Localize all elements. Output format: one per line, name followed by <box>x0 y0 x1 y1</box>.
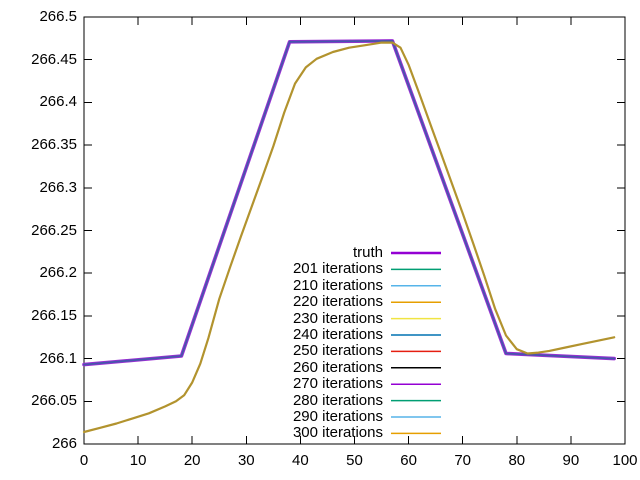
legend-label-201-iterations: 201 iterations <box>292 260 383 278</box>
legend-swatches <box>391 251 441 435</box>
legend-label-300-iterations: 300 iterations <box>292 424 383 442</box>
x-tick-label: 60 <box>400 452 417 469</box>
series-lines <box>82 39 617 434</box>
y-tick-label: 266.4 <box>39 93 77 111</box>
x-tick-label: 80 <box>508 452 526 469</box>
legend-label-290-iterations: 290 iterations <box>292 408 383 425</box>
y-tick-label: 266.1 <box>39 349 77 367</box>
axis-ticks <box>83 16 626 445</box>
legend-label-210-iterations: 210 iterations <box>292 276 383 294</box>
legend-label-230-iterations: 230 iterations <box>292 309 383 327</box>
y-tick-label: 266 <box>51 435 77 452</box>
x-tick-label: 40 <box>292 452 309 469</box>
legend-label-truth: truth <box>352 244 383 261</box>
y-tick-label: 266.45 <box>31 50 77 68</box>
x-tick-label: 20 <box>183 452 201 469</box>
legend-label-280-iterations: 280 iterations <box>292 391 383 409</box>
x-tick-label: 90 <box>562 452 580 469</box>
legend-label-270-iterations: 270 iterations <box>292 375 383 393</box>
x-tick-label: 70 <box>454 452 472 469</box>
y-tick-label: 266.5 <box>39 8 77 25</box>
truth-series-line-overlay <box>83 40 616 366</box>
x-tick-label: 30 <box>237 452 255 469</box>
legend-label-260-iterations: 260 iterations <box>292 358 383 376</box>
x-tick-label: 0 <box>79 452 89 469</box>
x-tick-label: 10 <box>129 452 147 469</box>
y-tick-label: 266.25 <box>31 221 77 239</box>
y-tick-label: 266.15 <box>31 306 77 324</box>
y-tick-label: 266.35 <box>31 136 77 154</box>
legend-label-240-iterations: 240 iterations <box>292 326 383 343</box>
iterations-series-line <box>82 41 616 434</box>
legend-label-220-iterations: 220 iterations <box>292 293 383 311</box>
x-tick-label: 100 <box>612 452 638 469</box>
x-tick-label: 50 <box>346 452 363 469</box>
y-tick-label: 266.2 <box>39 264 77 282</box>
legend-label-250-iterations: 250 iterations <box>292 342 383 360</box>
y-tick-label: 266.05 <box>31 392 77 410</box>
y-tick-label: 266.3 <box>39 178 77 196</box>
